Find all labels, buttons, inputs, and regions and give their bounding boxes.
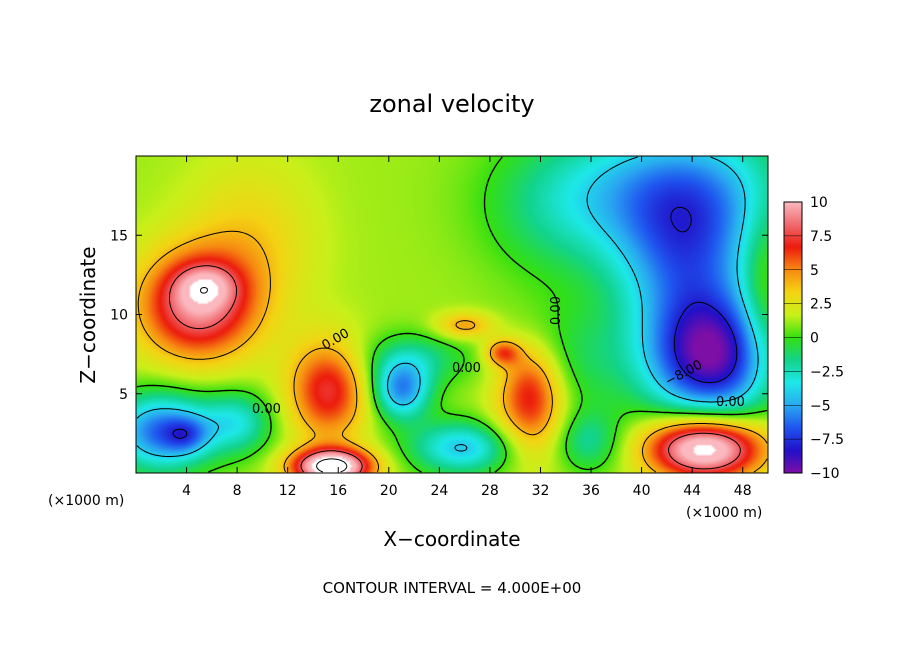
contour-label: 0.00	[716, 395, 745, 410]
chart-title: zonal velocity	[369, 90, 534, 118]
x-units-right: (×1000 m)	[686, 505, 762, 521]
y-tick-label: 10	[110, 308, 128, 324]
contour-level-line	[136, 156, 768, 473]
x-tick-label: 24	[430, 483, 448, 499]
x-tick-label: 16	[329, 483, 347, 499]
contour-label: 0.00	[252, 402, 281, 417]
contour-label: 0.00	[549, 296, 564, 325]
contour-lines	[136, 156, 768, 473]
y-axis-ticks: 5 10 15	[110, 228, 768, 403]
x-tick-label: 28	[481, 483, 499, 499]
colorbar-tick-label: −2.5	[810, 364, 844, 380]
x-tick-label: 36	[582, 483, 600, 499]
contour-level-line	[199, 287, 348, 473]
x-tick-label: 4	[182, 483, 191, 499]
colorbar-tick-label: 0	[810, 331, 819, 347]
x-axis-ticks: 4 8 12 16 20 24 28 32 36 40 44 48	[182, 156, 752, 499]
x-axis-label: X−coordinate	[383, 527, 520, 551]
y-axis-label: Z−coordinate	[76, 246, 100, 383]
x-tick-label: 12	[279, 483, 297, 499]
colorbar-tick-label: 5	[810, 263, 819, 279]
colorbar-tick-label: −7.5	[810, 432, 844, 448]
contour-level-line	[168, 265, 741, 473]
colorbar-tick-label: 10	[810, 195, 828, 211]
plot-area	[135, 155, 769, 474]
y-tick-label: 5	[119, 387, 128, 403]
colorbar-tick-label: −5	[810, 398, 831, 414]
x-tick-label: 40	[633, 483, 651, 499]
heatmap-field	[136, 156, 768, 473]
contour-interval-note: CONTOUR INTERVAL = 4.000E+00	[323, 579, 582, 597]
contour-label: 0.00	[452, 361, 481, 376]
colorbar-tick-label: −10	[810, 466, 840, 482]
colorbar: 10 7.5 5 2.5 0 −2.5 −5 −7.5 −10	[783, 195, 844, 482]
x-tick-label: 44	[683, 483, 701, 499]
x-tick-label: 20	[380, 483, 398, 499]
x-tick-label: 48	[734, 483, 752, 499]
x-tick-label: 8	[233, 483, 242, 499]
contour-level-line	[137, 230, 768, 473]
contour-level-line	[172, 206, 738, 439]
y-tick-label: 15	[110, 228, 128, 244]
colorbar-tick-label: 7.5	[810, 229, 832, 245]
x-tick-label: 32	[532, 483, 550, 499]
x-units-left: (×1000 m)	[48, 493, 124, 509]
contour-level-line	[136, 156, 759, 457]
colorbar-tick-label: 2.5	[810, 297, 832, 313]
